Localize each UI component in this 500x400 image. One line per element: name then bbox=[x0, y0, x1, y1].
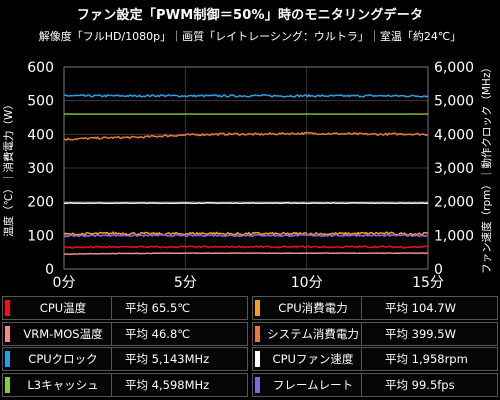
legend-average-value: 平均 399.5W bbox=[385, 326, 456, 341]
legend-item: CPUファン速度 平均 1,958rpm bbox=[252, 347, 498, 371]
legend-series-name: CPU消費電力 bbox=[278, 301, 348, 315]
y2-tick-label: 5,000 bbox=[434, 94, 474, 110]
plot-frame bbox=[63, 66, 429, 270]
series-line-5 bbox=[63, 202, 429, 205]
legend-swatch bbox=[5, 325, 10, 342]
y2-tick-label: 1,000 bbox=[434, 228, 474, 244]
x-tick-label: 5分 bbox=[174, 275, 197, 291]
legend-divider bbox=[111, 322, 112, 345]
y-tick-label: 0 bbox=[45, 262, 54, 278]
y2-tick-label: 4,000 bbox=[434, 127, 474, 143]
chart-title: ファン設定「PWM制御＝50%」時のモニタリングデータ bbox=[76, 8, 424, 23]
legend-item: CPUクロック 平均 5,143MHz bbox=[2, 347, 248, 371]
legend-average-value: 平均 1,958rpm bbox=[385, 352, 468, 366]
y2-axis-title: ファン速度（rpm）｜動作クロック（MHz） bbox=[480, 62, 493, 274]
x-tick-label: 15分 bbox=[412, 275, 444, 291]
legend-series-name: CPUファン速度 bbox=[272, 352, 354, 366]
legend-average-value: 平均 5,143MHz bbox=[125, 352, 210, 366]
series-line-7 bbox=[63, 233, 429, 238]
legend-item: フレームレート 平均 99.5fps bbox=[252, 372, 498, 397]
line-chart: 0 100 200 300 400 500 600 0 1,000 2,000 3,000 4,000… bbox=[2, 60, 493, 291]
legend-divider bbox=[111, 348, 112, 370]
x-tick-label: 0分 bbox=[53, 275, 76, 291]
legend-divider bbox=[111, 373, 112, 396]
legend-series-name: VRM-MOS温度 bbox=[23, 326, 103, 341]
y2-tick-label: 0 bbox=[434, 262, 443, 278]
legend-swatch bbox=[255, 325, 260, 342]
series-line-2 bbox=[63, 252, 428, 256]
y-tick-label: 100 bbox=[27, 228, 54, 244]
y2-tick-label: 3,000 bbox=[434, 161, 474, 177]
x-tick-label: 10分 bbox=[291, 275, 323, 291]
legend-swatch bbox=[5, 300, 10, 316]
legend-item: CPU消費電力 平均 104.7W bbox=[252, 296, 498, 320]
legend-swatch bbox=[5, 376, 10, 393]
legend-average-value: 平均 4,598MHz bbox=[125, 377, 210, 392]
chart-subtitle: 解像度「フルHD/1080p」｜画質「レイトレーシング：ウルトラ」｜室温「約24… bbox=[38, 30, 462, 43]
y-tick-label: 600 bbox=[27, 60, 54, 76]
series-line-4 bbox=[63, 93, 429, 98]
legend-item: CPU温度 平均 65.5℃ bbox=[2, 296, 248, 320]
series-line-0 bbox=[64, 245, 429, 249]
legend-swatch bbox=[5, 351, 10, 367]
legend-divider bbox=[361, 322, 362, 345]
legend-swatch bbox=[255, 376, 260, 393]
legend-divider bbox=[361, 297, 362, 319]
legend-divider bbox=[111, 297, 112, 319]
legend: CPU温度 平均 65.5℃ CPU消費電力 平均 104.7W VRM-MOS温度 平均… bbox=[2, 296, 498, 398]
legend-average-value: 平均 65.5℃ bbox=[125, 301, 191, 315]
legend-average-value: 平均 46.8℃ bbox=[125, 326, 191, 341]
y-tick-label: 400 bbox=[27, 127, 54, 143]
legend-divider bbox=[361, 348, 362, 370]
legend-item: システム消費電力 平均 399.5W bbox=[252, 321, 498, 346]
legend-series-name: L3キャッシュ bbox=[27, 377, 99, 392]
y-axis-title: 温度（℃）｜消費電力（W） bbox=[2, 99, 15, 237]
legend-average-value: 平均 104.7W bbox=[385, 301, 456, 315]
legend-series-name: システム消費電力 bbox=[267, 326, 359, 341]
y-tick-label: 300 bbox=[27, 161, 54, 177]
y2-tick-label: 2,000 bbox=[434, 195, 474, 211]
series-line-1 bbox=[63, 231, 429, 237]
y2-tick-label: 6,000 bbox=[434, 60, 474, 76]
legend-average-value: 平均 99.5fps bbox=[385, 377, 455, 392]
legend-series-name: CPUクロック bbox=[28, 352, 98, 366]
legend-item: VRM-MOS温度 平均 46.8℃ bbox=[2, 321, 248, 346]
legend-series-name: CPU温度 bbox=[39, 301, 87, 315]
series-line-3 bbox=[63, 131, 429, 141]
legend-series-name: フレームレート bbox=[272, 377, 354, 392]
legend-swatch bbox=[255, 351, 260, 367]
y-tick-label: 500 bbox=[27, 94, 54, 110]
y-tick-label: 200 bbox=[27, 195, 54, 211]
legend-item: L3キャッシュ 平均 4,598MHz bbox=[2, 372, 248, 397]
legend-swatch bbox=[255, 300, 260, 316]
legend-divider bbox=[361, 373, 362, 396]
